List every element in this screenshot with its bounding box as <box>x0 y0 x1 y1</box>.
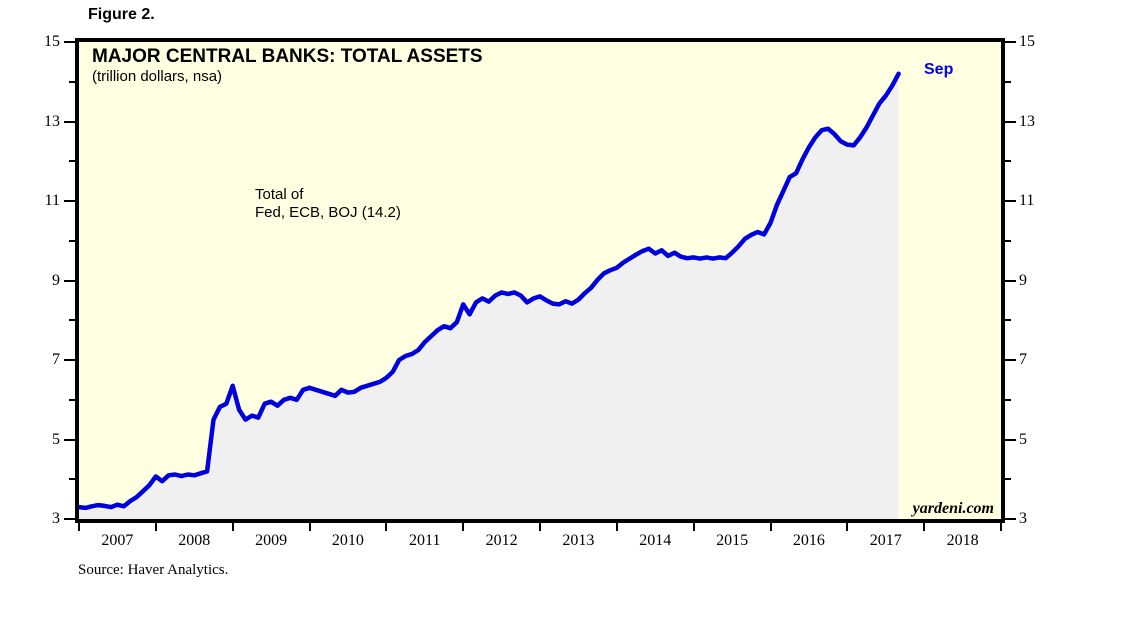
y-axis-tick-right <box>1005 478 1011 481</box>
x-axis-tick <box>231 523 234 531</box>
x-axis-label: 2012 <box>485 532 518 549</box>
y-axis-tick-left <box>64 438 75 441</box>
x-axis-tick <box>692 523 695 531</box>
series-annotation-line1: Total of <box>255 186 304 203</box>
series-annotation: Total of Fed, ECB, BOJ (14.2) <box>255 186 401 222</box>
y-axis-tick-left <box>69 398 75 401</box>
watermark: yardeni.com <box>912 500 994 517</box>
y-axis-tick-left <box>64 41 75 43</box>
y-axis-label-left: 15 <box>44 33 60 50</box>
last-point-label: Sep <box>924 61 954 78</box>
y-axis-tick-left <box>64 120 75 123</box>
figure-label: Figure 2. <box>88 6 155 23</box>
y-axis-tick-right <box>1005 120 1016 123</box>
x-axis-tick <box>539 523 541 531</box>
y-axis-label-right: 13 <box>1019 112 1035 130</box>
x-axis-label: 2010 <box>331 532 364 549</box>
x-axis-label: 2011 <box>409 532 441 549</box>
y-axis-label-right: 7 <box>1019 351 1027 368</box>
y-axis-tick-left <box>69 319 75 322</box>
x-axis-tick <box>462 523 465 531</box>
y-axis-tick-left <box>64 279 75 282</box>
source-note: Source: Haver Analytics. <box>78 562 229 578</box>
y-axis-tick-right <box>1005 160 1011 163</box>
y-axis-label-left: 7 <box>52 351 60 368</box>
y-axis-label-left: 3 <box>52 510 60 527</box>
y-axis-label-right: 3 <box>1019 510 1027 527</box>
x-axis-tick <box>1000 523 1002 531</box>
plot-area: MAJOR CENTRAL BANKS: TOTAL ASSETS (trill… <box>75 38 1005 523</box>
x-axis-tick <box>78 523 80 531</box>
y-axis-tick-right <box>1005 398 1011 401</box>
chart-subtitle: (trillion dollars, nsa) <box>92 68 223 85</box>
assets-line <box>79 71 901 511</box>
y-axis-tick-right <box>1005 438 1016 441</box>
y-axis-tick-right <box>1005 41 1016 43</box>
chart-title: MAJOR CENTRAL BANKS: TOTAL ASSETS <box>92 46 483 67</box>
y-axis-tick-left <box>64 200 75 202</box>
x-axis-label: 2009 <box>255 532 288 549</box>
area-fill <box>79 73 899 519</box>
y-axis-tick-left <box>69 80 75 83</box>
x-axis-label: 2007 <box>101 532 134 549</box>
y-axis-tick-left <box>69 160 75 163</box>
y-axis-tick-right <box>1005 239 1011 242</box>
x-axis-tick <box>923 523 926 531</box>
y-axis-label-right: 15 <box>1019 33 1035 50</box>
y-axis-tick-left <box>64 359 75 361</box>
y-axis-label-right: 5 <box>1019 430 1027 448</box>
y-axis-tick-left <box>69 239 75 242</box>
y-axis-tick-right <box>1005 319 1011 322</box>
x-axis-tick <box>154 523 157 531</box>
x-axis-label: 2014 <box>639 532 672 549</box>
y-axis-label-left: 11 <box>44 192 60 209</box>
x-axis-label: 2017 <box>869 532 902 549</box>
x-axis-label: 2018 <box>946 532 979 549</box>
y-axis-tick-right <box>1005 200 1016 202</box>
x-axis-tick <box>846 523 849 531</box>
x-axis-label: 2015 <box>716 532 749 549</box>
y-axis-tick-right <box>1005 279 1016 282</box>
y-axis-tick-right <box>1005 80 1011 83</box>
y-axis-label-left: 9 <box>52 271 60 289</box>
chart-plot-svg <box>79 71 901 519</box>
y-axis-tick-right <box>1005 359 1016 361</box>
y-axis-label-left: 5 <box>52 430 60 448</box>
x-axis-tick <box>615 523 618 531</box>
series-annotation-line2: Fed, ECB, BOJ (14.2) <box>255 204 401 221</box>
x-axis-label: 2013 <box>562 532 595 549</box>
x-axis-tick <box>385 523 388 531</box>
x-axis-tick <box>769 523 772 531</box>
y-axis-label-right: 9 <box>1019 271 1027 289</box>
y-axis-tick-right <box>1005 518 1016 520</box>
y-axis-tick-left <box>69 478 75 481</box>
x-axis-label: 2016 <box>792 532 825 549</box>
y-axis-label-left: 13 <box>44 112 60 130</box>
y-axis-label-right: 11 <box>1019 192 1035 209</box>
x-axis-label: 2008 <box>178 532 211 549</box>
y-axis-tick-left <box>64 518 75 520</box>
x-axis-tick <box>308 523 311 531</box>
